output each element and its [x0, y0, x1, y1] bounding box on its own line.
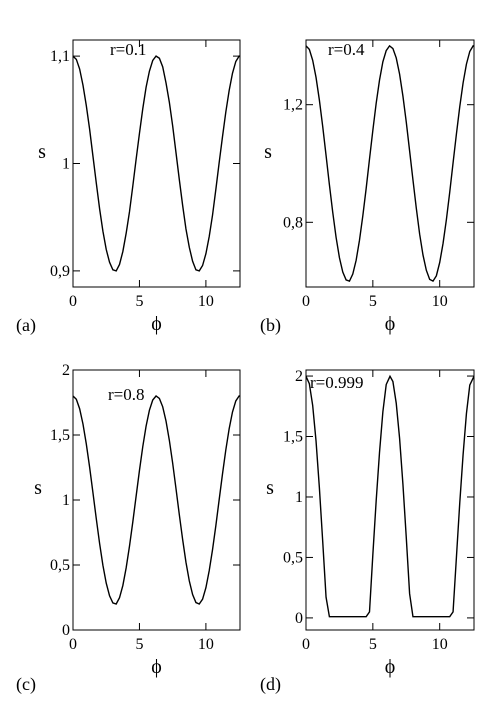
- x-axis-label: ϕ: [385, 313, 396, 335]
- x-tick-label: 10: [198, 293, 214, 310]
- plot-frame: [305, 369, 475, 631]
- y-tick-label: 2: [62, 362, 70, 379]
- y-tick-label: 1: [295, 489, 303, 506]
- y-tick-label: 2: [295, 368, 303, 385]
- y-tick-label: 0,5: [283, 549, 303, 566]
- series-line-1: [306, 374, 474, 618]
- y-tick-label: 1,2: [283, 97, 303, 114]
- plot-frame: [72, 39, 241, 288]
- y-axis-label: s: [264, 141, 272, 163]
- y-axis-label: s: [38, 141, 46, 163]
- chart-panel-a: 0 5 10 0,9 1 1,1 r=0.1 ϕ s (a): [16, 39, 241, 336]
- series-line-1: [73, 395, 240, 605]
- annotation-label: r=0.8: [108, 385, 145, 404]
- x-tick-label: 10: [432, 636, 448, 653]
- y-tick-label: 0,9: [50, 263, 70, 280]
- x-tick-label: 5: [369, 636, 377, 653]
- x-tick-label: 10: [432, 293, 448, 310]
- x-tick-label: 0: [302, 636, 310, 653]
- panel-tag: (a): [16, 315, 36, 336]
- plot-frame: [305, 39, 475, 288]
- x-axis-label: ϕ: [385, 656, 396, 678]
- chart-panel-b: 0 5 10 0,8 1,2 r=0.4 ϕ s (b): [260, 39, 475, 336]
- y-tick-label: 1,5: [283, 429, 303, 446]
- x-tick-label: 5: [135, 293, 143, 310]
- y-tick-label: 0: [295, 610, 303, 627]
- x-tick-label: 5: [135, 636, 143, 653]
- x-tick-label: 0: [302, 293, 310, 310]
- annotation-label: r=0.1: [110, 40, 147, 59]
- chart-panel-c: 0 5 10 0 0,5 1 1,5 2 r=0.8 ϕ s (c): [16, 362, 241, 695]
- y-tick-label: 0,5: [50, 557, 70, 574]
- y-axis-label: s: [34, 477, 42, 499]
- x-axis-label: ϕ: [151, 656, 162, 678]
- annotation-label: r=0.4: [328, 40, 365, 59]
- y-tick-label: 1: [62, 492, 70, 509]
- panel-tag: (b): [260, 315, 281, 336]
- x-tick-label: 5: [369, 293, 377, 310]
- series-line-1: [306, 44, 474, 283]
- plot-frame: [72, 369, 241, 631]
- x-tick-label: 0: [69, 293, 77, 310]
- y-tick-label: 1: [62, 156, 70, 173]
- y-axis-label: s: [266, 477, 274, 499]
- x-tick-label: 10: [198, 636, 214, 653]
- y-tick-label: 1,5: [50, 427, 70, 444]
- annotation-label: r=0.999: [310, 373, 364, 392]
- x-axis-label: ϕ: [151, 313, 162, 335]
- y-tick-label: 1,1: [50, 48, 70, 65]
- x-tick-label: 0: [69, 636, 77, 653]
- chart-panel-d: 0 5 10 0 0,5 1 1,5 2 r=0.999 ϕ s (d): [260, 368, 475, 695]
- series-line-1: [73, 55, 240, 272]
- y-tick-label: 0: [62, 622, 70, 639]
- panel-tag: (c): [16, 674, 36, 695]
- panel-tag: (d): [260, 674, 281, 695]
- y-tick-label: 0,8: [283, 214, 303, 231]
